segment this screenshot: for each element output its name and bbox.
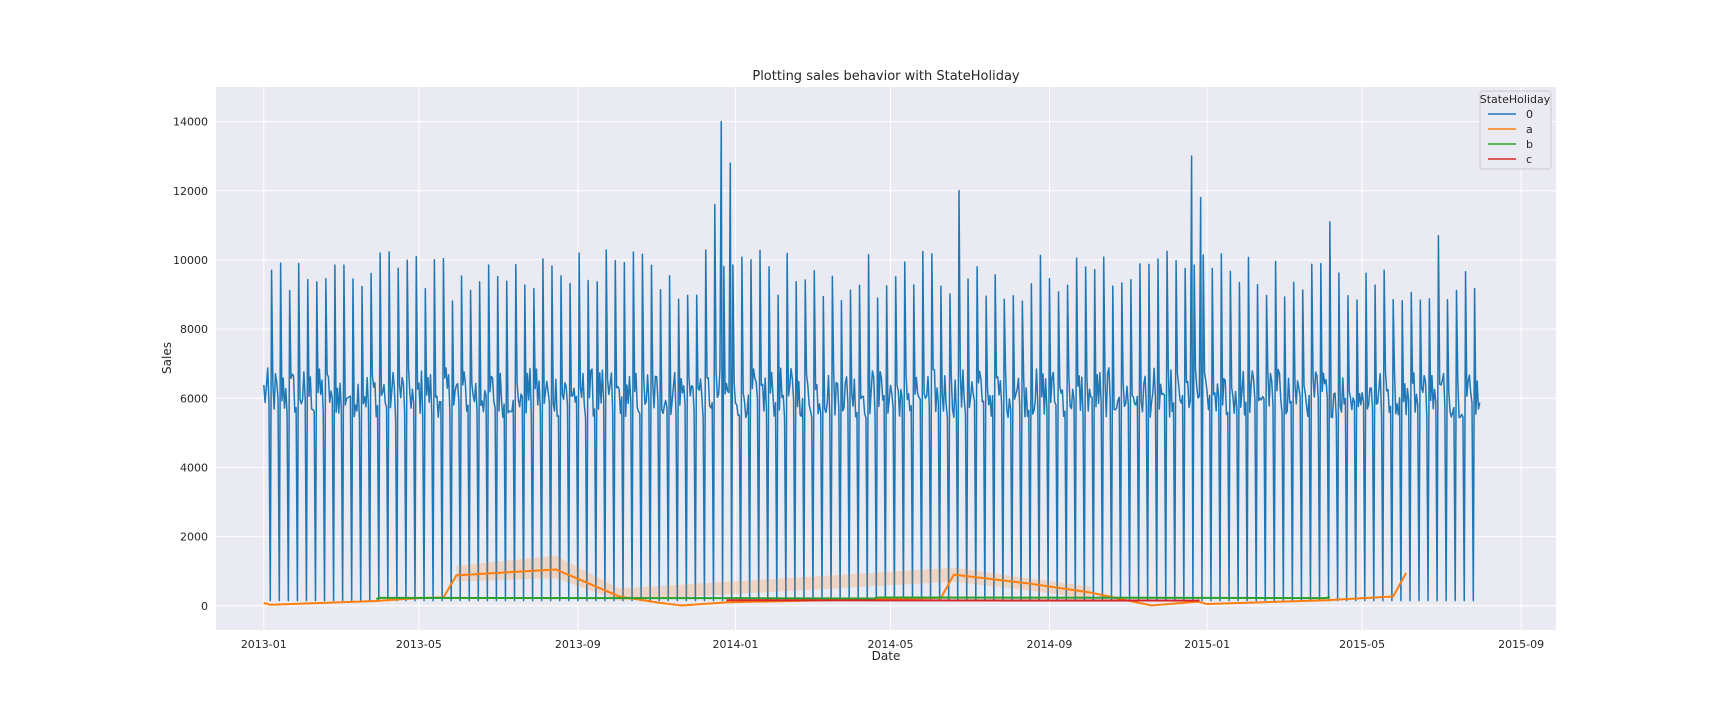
y-tick-label: 6000 — [180, 392, 208, 405]
series-a-ci-band — [456, 555, 1091, 601]
y-axis-label: Sales — [160, 342, 174, 374]
legend-label-b: b — [1526, 138, 1533, 151]
x-tick-label: 2013-09 — [555, 638, 601, 651]
legend-label-0: 0 — [1526, 108, 1533, 121]
x-tick-label: 2013-05 — [396, 638, 442, 651]
x-tick-label: 2013-01 — [241, 638, 287, 651]
legend-label-a: a — [1526, 123, 1533, 136]
series-b-line — [375, 595, 1331, 600]
series-0-line — [263, 120, 1481, 602]
x-tick-label: 2014-09 — [1026, 638, 1072, 651]
legend-label-c: c — [1526, 153, 1532, 166]
y-tick-label: 4000 — [180, 461, 208, 474]
legend: StateHoliday 0 abc — [1479, 90, 1552, 170]
x-tick-label: 2015-05 — [1339, 638, 1385, 651]
x-tick-label: 2014-01 — [712, 638, 758, 651]
series-layer — [263, 120, 1481, 607]
y-tick-label: 10000 — [173, 254, 208, 267]
y-tick-label: 12000 — [173, 185, 208, 198]
chart-title: Plotting sales behavior with StateHolida… — [752, 69, 1020, 84]
x-axis: 2013-01 2013-05 2013-09 2014-01 2014-05 2014-… — [241, 638, 1544, 651]
x-tick-label: 2015-01 — [1184, 638, 1230, 651]
x-tick-label: 2014-05 — [868, 638, 914, 651]
x-tick-label: 2015-09 — [1498, 638, 1544, 651]
series-c-line — [726, 599, 1200, 602]
y-tick-label: 0 — [201, 600, 208, 613]
y-tick-label: 2000 — [180, 531, 208, 544]
x-axis-label: Date — [872, 649, 901, 663]
y-tick-label: 8000 — [180, 323, 208, 336]
legend-title: StateHoliday — [1480, 93, 1551, 106]
legend-box — [1479, 90, 1552, 170]
y-tick-label: 14000 — [173, 116, 208, 129]
legend-entries: 0 abc — [1488, 108, 1533, 166]
y-axis: 0 2000 4000 6000 8000 10000 12000 14000 — [173, 116, 208, 613]
